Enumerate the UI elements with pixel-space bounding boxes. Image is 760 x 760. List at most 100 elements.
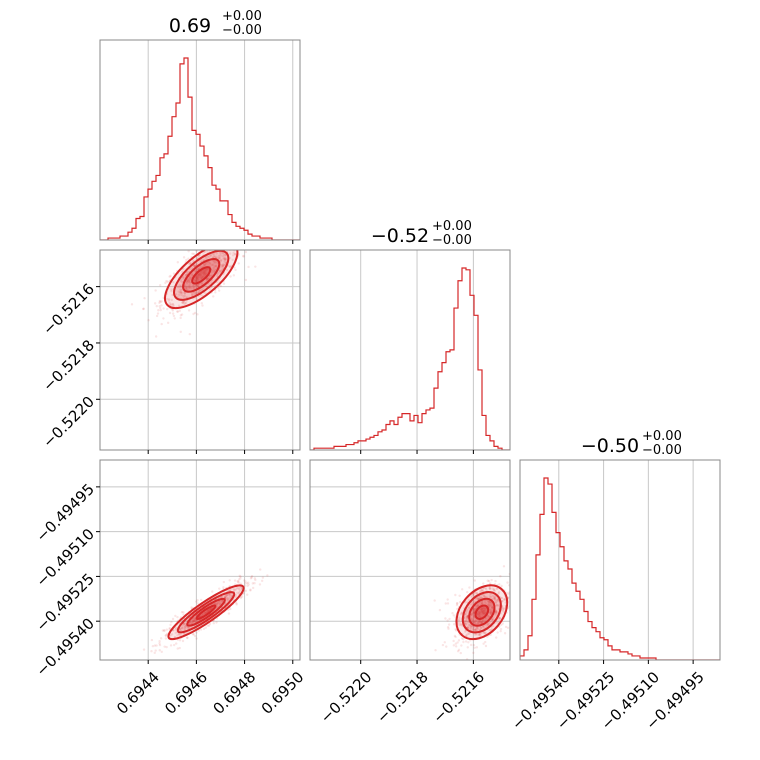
- scatter-point: [223, 596, 227, 599]
- scatter-point: [495, 610, 498, 614]
- scatter-point: [458, 623, 461, 627]
- scatter-point: [222, 263, 226, 266]
- scatter-point: [205, 278, 208, 281]
- scatter-point: [456, 602, 459, 605]
- scatter-point: [183, 622, 187, 625]
- scatter-point: [244, 589, 248, 593]
- histogram-step-line: [310, 267, 510, 450]
- scatter-point: [201, 275, 205, 278]
- scatter-point: [195, 637, 198, 640]
- scatter-point: [491, 608, 494, 611]
- scatter-point: [179, 291, 182, 294]
- scatter-point: [457, 639, 461, 642]
- scatter-point: [151, 644, 155, 648]
- scatter-point: [469, 626, 473, 629]
- scatter-point: [193, 617, 197, 620]
- panel-frame: [99, 249, 301, 451]
- scatter-point: [206, 610, 209, 613]
- scatter-point: [221, 264, 225, 268]
- scatter-point: [206, 261, 209, 264]
- scatter-point: [253, 582, 256, 585]
- scatter-point: [204, 256, 207, 260]
- scatter-point: [211, 590, 214, 593]
- scatter-point: [188, 262, 192, 265]
- scatter-point: [472, 607, 476, 611]
- panel-frame: [99, 459, 301, 661]
- scatter-point: [469, 643, 473, 647]
- scatter-point: [214, 261, 217, 264]
- scatter-point: [228, 579, 231, 582]
- scatter-point: [187, 309, 191, 312]
- panel-title-1: −0.52: [371, 225, 429, 247]
- scatter-point: [162, 307, 165, 310]
- scatter-point: [207, 260, 211, 264]
- scatter-point: [465, 610, 468, 613]
- scatter-point: [460, 644, 463, 647]
- scatter-point: [204, 268, 208, 271]
- scatter-point: [481, 609, 485, 613]
- scatter-point: [203, 250, 207, 254]
- scatter-point: [486, 600, 490, 603]
- scatter-point: [466, 646, 469, 649]
- scatter-point: [240, 595, 244, 598]
- scatter-point: [464, 619, 468, 623]
- contour-level: [191, 266, 212, 285]
- scatter-point: [263, 224, 265, 226]
- scatter-point: [158, 642, 161, 645]
- scatter-point: [477, 612, 480, 616]
- scatter-point: [494, 598, 497, 601]
- panel-title-minus-1: −0.00: [432, 233, 472, 248]
- scatter-point: [491, 606, 494, 609]
- scatter-point: [219, 259, 223, 262]
- scatter-point: [475, 633, 479, 636]
- scatter-point: [494, 636, 498, 639]
- scatter-point: [480, 610, 484, 613]
- scatter-point: [178, 293, 181, 296]
- histogram-panel-2: [519, 459, 721, 664]
- scatter-point: [211, 263, 215, 266]
- panel-frame: [99, 39, 301, 241]
- scatter-point: [205, 246, 207, 248]
- scatter-point: [225, 268, 229, 272]
- scatter-point: [483, 612, 486, 615]
- scatter-point: [163, 645, 166, 648]
- x-tick-label: −0.5216: [429, 668, 488, 727]
- scatter-point: [158, 299, 162, 303]
- panel-frame: [309, 459, 511, 661]
- scatter-point: [238, 574, 241, 577]
- scatter-point: [158, 284, 162, 287]
- scatter-point: [474, 604, 478, 608]
- scatter-point: [474, 621, 477, 625]
- scatter-point: [488, 587, 491, 590]
- scatter-point: [236, 591, 239, 594]
- scatter-point: [202, 286, 205, 290]
- scatter-point: [470, 594, 473, 597]
- scatter-point: [506, 626, 510, 629]
- scatter-point: [487, 622, 491, 626]
- scatter-point: [219, 600, 222, 604]
- scatter-point: [472, 593, 475, 597]
- scatter-point: [240, 223, 242, 225]
- scatter-point: [443, 641, 446, 644]
- scatter-point: [179, 285, 183, 288]
- scatter-point: [460, 611, 463, 615]
- scatter-point: [484, 631, 488, 635]
- scatter-point: [189, 268, 192, 271]
- scatter-point: [474, 620, 477, 623]
- scatter-point: [250, 575, 254, 578]
- scatter-point: [244, 250, 248, 254]
- scatter-point: [490, 578, 493, 582]
- scatter-point: [447, 623, 451, 626]
- scatter-point: [480, 626, 483, 629]
- scatter-point: [481, 607, 485, 610]
- histogram-panel-0: [99, 39, 301, 244]
- scatter-point: [185, 287, 188, 291]
- scatter-point: [170, 298, 173, 302]
- scatter-point: [189, 281, 192, 284]
- scatter-point: [465, 618, 468, 621]
- scatter-point: [202, 271, 205, 274]
- scatter-point: [491, 606, 494, 610]
- scatter-point: [194, 276, 198, 279]
- scatter-point: [473, 608, 476, 612]
- scatter-point: [500, 584, 503, 588]
